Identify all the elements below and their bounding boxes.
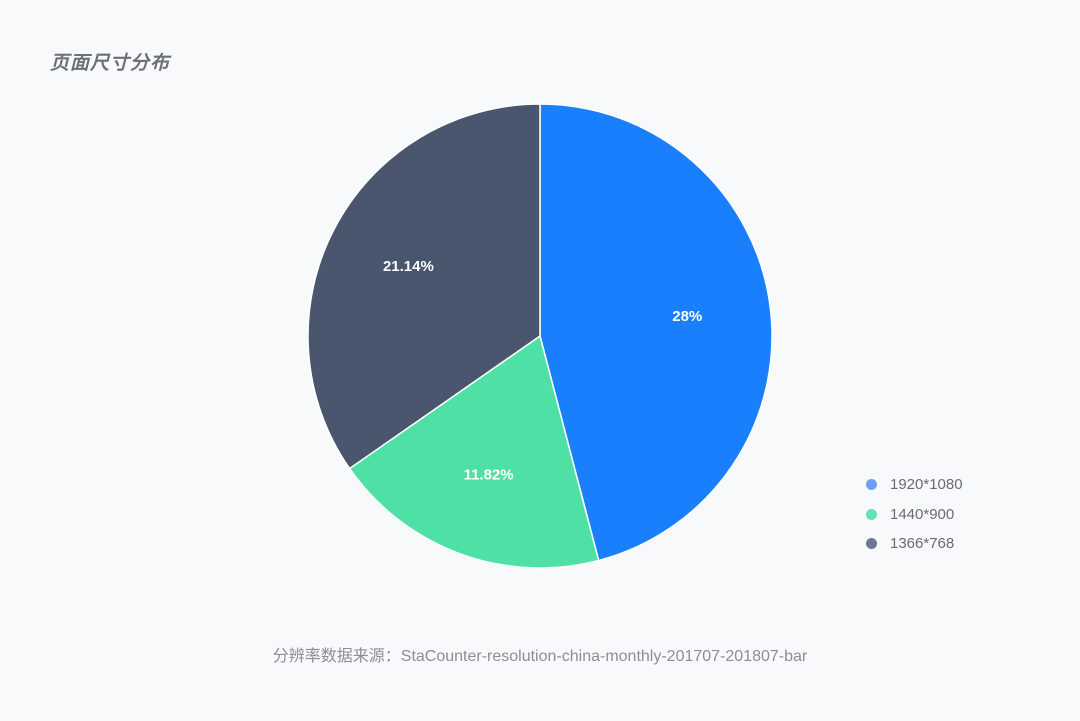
- pie-slice-1920x1080[interactable]: [539, 103, 773, 562]
- pie-slice-1440x900[interactable]: [348, 334, 600, 569]
- legend-dot-icon: [866, 479, 877, 491]
- legend-label: 1920*1080: [890, 476, 963, 494]
- legend-item-1920x1080[interactable]: 1920*1080: [866, 470, 963, 500]
- slice-label: 21.14%: [383, 258, 434, 275]
- legend-label: 1440*900: [890, 505, 955, 523]
- pie-slice-1366x768[interactable]: [307, 103, 541, 470]
- legend-item-1366x768[interactable]: 1366*768: [866, 529, 963, 559]
- legend-dot-icon: [866, 538, 877, 550]
- legend-label: 1366*768: [890, 535, 955, 553]
- data-source-note: 分辨率数据来源：StaCounter-resolution-china-mont…: [272, 648, 808, 665]
- legend: 1920*1080 1440*900 1366*768: [866, 470, 963, 559]
- chart-title: 页面尺寸分布: [50, 52, 171, 74]
- slice-label: 28%: [672, 308, 702, 325]
- slice-label: 11.82%: [464, 466, 514, 483]
- legend-dot-icon: [866, 508, 877, 520]
- legend-item-1440x900[interactable]: 1440*900: [866, 500, 963, 530]
